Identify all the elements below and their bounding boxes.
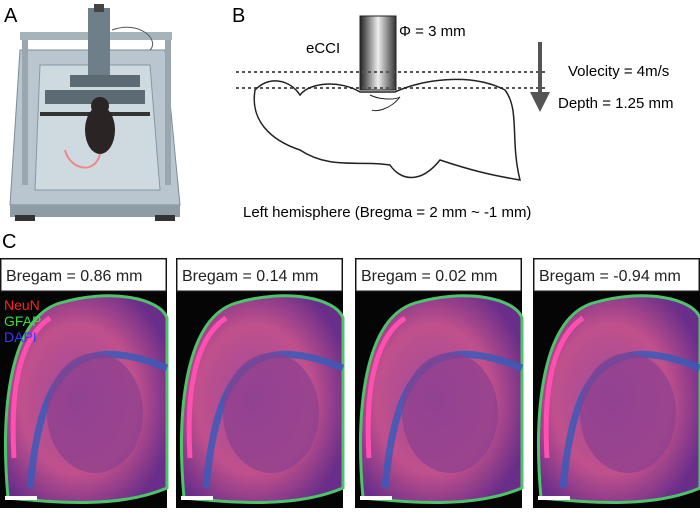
cortex-edge — [543, 315, 585, 459]
stereotaxic-drawing — [9, 4, 181, 221]
scale-bar — [538, 496, 570, 500]
cortex-edge — [186, 315, 228, 459]
section-label: Bregam = -0.94 mm — [539, 268, 681, 285]
section-row: Bregam = 0.86 mm Bregam = 0.14 mm Bregam =… — [0, 258, 700, 508]
section-image: Bregam = 0.02 mm — [355, 258, 524, 508]
velocity-label: Volecity = 4m/s — [568, 63, 669, 80]
section-label: Bregam = 0.02 mm — [361, 268, 498, 285]
device-label: eCCI — [306, 40, 340, 57]
label-box — [533, 258, 700, 292]
scale-bar — [5, 496, 37, 500]
cortex-edge — [365, 315, 407, 459]
section-image: Bregam = 0.86 mm — [0, 258, 169, 508]
label-box — [355, 258, 522, 292]
depth-label: Depth = 1.25 mm — [558, 95, 673, 112]
section-image: Bregam = 0.14 mm — [176, 258, 345, 508]
striatum — [580, 353, 676, 473]
section-label: Bregam = 0.86 mm — [6, 268, 143, 285]
diameter-label: Φ = 3 mm — [399, 23, 466, 40]
cortex-edge — [10, 315, 52, 459]
panel-label: C — [2, 231, 16, 253]
stain-label: GFAP — [4, 313, 41, 329]
stain-label: NeuN — [4, 297, 40, 313]
panel-label: A — [4, 5, 18, 27]
stain-label: DAPI — [4, 329, 37, 345]
striatum — [223, 353, 319, 473]
panel-label: B — [232, 5, 245, 27]
section-label: Bregam = 0.14 mm — [182, 268, 319, 285]
striatum — [47, 353, 143, 473]
section-image: Bregam = -0.94 mm — [533, 258, 700, 508]
label-box — [176, 258, 343, 292]
caption: Left hemisphere (Bregma = 2 mm ~ -1 mm) — [243, 204, 531, 221]
scale-bar — [181, 496, 213, 500]
label-box — [0, 258, 167, 292]
striatum — [402, 353, 498, 473]
scale-bar — [360, 496, 392, 500]
brain-schematic — [236, 15, 550, 181]
